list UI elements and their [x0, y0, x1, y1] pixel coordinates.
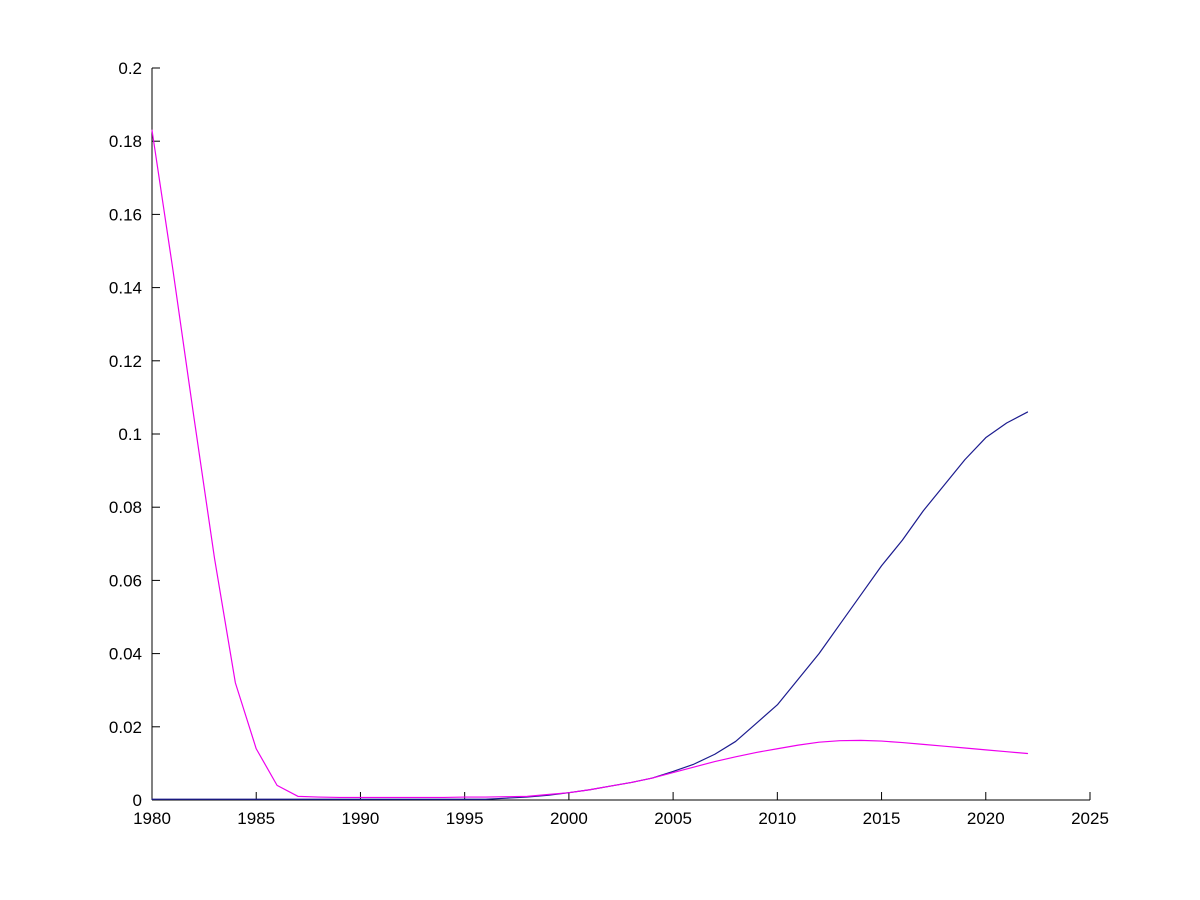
- x-tick-label: 2025: [1071, 809, 1109, 828]
- y-tick-label: 0.14: [109, 279, 142, 298]
- y-tick-label: 0.08: [109, 498, 142, 517]
- x-tick-label: 1995: [446, 809, 484, 828]
- y-tick-label: 0.1: [118, 425, 142, 444]
- magenta-series-line: [151, 129, 1029, 799]
- x-tick-label: 2000: [550, 809, 588, 828]
- x-tick-label: 1985: [237, 809, 275, 828]
- x-tick-label: 2005: [654, 809, 692, 828]
- y-tick-label: 0.2: [118, 59, 142, 78]
- y-tick-label: 0: [133, 791, 142, 810]
- x-tick-label: 2010: [758, 809, 796, 828]
- x-tick-label: 2020: [967, 809, 1005, 828]
- y-tick-label: 0.06: [109, 571, 142, 590]
- y-tick-label: 0.16: [109, 205, 142, 224]
- y-tick-label: 0.18: [109, 132, 142, 151]
- x-tick-label: 1990: [342, 809, 380, 828]
- y-tick-label: 0.12: [109, 352, 142, 371]
- blue-series-line: [151, 411, 1029, 800]
- x-tick-label: 1980: [133, 809, 171, 828]
- y-tick-label: 0.04: [109, 645, 142, 664]
- x-tick-label: 2015: [863, 809, 901, 828]
- y-tick-label: 0.02: [109, 718, 142, 737]
